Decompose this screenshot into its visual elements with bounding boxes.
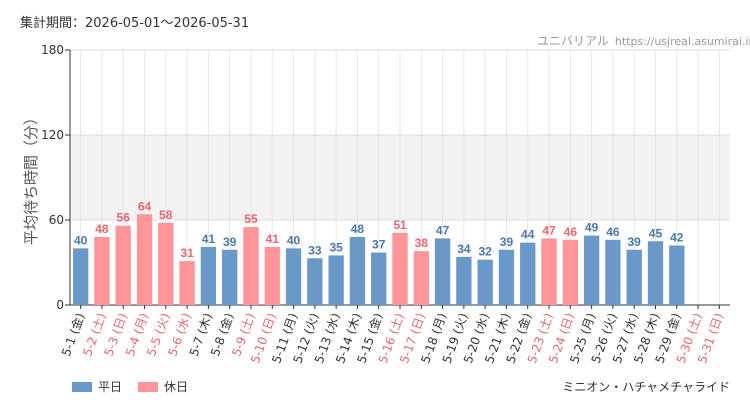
bar-value-label: 39 [628, 235, 642, 249]
bar [392, 232, 408, 305]
bar-value-label: 46 [564, 225, 578, 239]
bar [285, 248, 302, 305]
legend-swatch-holiday [138, 381, 159, 392]
bar [264, 246, 280, 305]
bar [349, 237, 366, 305]
bar [477, 259, 493, 305]
bar-value-label: 42 [670, 231, 684, 245]
bar [456, 256, 472, 305]
bar [583, 235, 600, 305]
bar [179, 261, 195, 305]
bar [328, 255, 344, 305]
bar-value-label: 47 [542, 223, 556, 237]
bar-value-label: 35 [329, 240, 343, 254]
bar [669, 245, 685, 305]
bar-value-label: 34 [457, 242, 471, 256]
bar-value-label: 47 [436, 223, 450, 237]
bar-value-label: 38 [415, 236, 429, 250]
bar-value-label: 39 [223, 235, 237, 249]
legend-label-holiday: 休日 [164, 380, 189, 394]
bar [605, 239, 621, 305]
bar [136, 214, 153, 305]
site-url[interactable]: https://usjreal.asumirai.info [614, 35, 750, 48]
bar [520, 242, 536, 305]
bar [498, 249, 515, 305]
legend-item-holiday: 休日 [138, 378, 188, 395]
bar-value-label: 45 [649, 226, 663, 240]
bar-value-label: 58 [159, 208, 173, 222]
bar-value-label: 41 [202, 232, 216, 246]
y-tick-label: 0 [56, 298, 64, 312]
y-tick-label: 120 [41, 128, 64, 142]
bar [307, 258, 323, 305]
bar-value-label: 40 [287, 233, 301, 247]
bar-value-label: 48 [351, 222, 365, 236]
bar-value-label: 33 [308, 243, 322, 257]
bar-value-label: 46 [606, 225, 620, 239]
bar-value-label: 37 [372, 238, 386, 252]
bar [626, 249, 642, 305]
bar-value-label: 44 [521, 228, 535, 242]
site-brand[interactable]: ユニバリアル https://usjreal.asumirai.info [537, 32, 750, 49]
bar [562, 239, 578, 305]
y-tick-label: 180 [41, 43, 64, 57]
y-axis-title: 平均待ち時間（分） [22, 110, 40, 245]
bar-value-label: 32 [478, 245, 492, 259]
bar-value-label: 41 [266, 232, 280, 246]
attraction-name: ミニオン・ハチャメチャライド [562, 380, 730, 394]
bar [158, 222, 174, 305]
bar-value-label: 55 [244, 212, 258, 226]
bar [200, 246, 217, 305]
bar [115, 225, 131, 305]
bar-value-label: 49 [585, 221, 599, 235]
bar [434, 238, 451, 305]
legend-label-weekday: 平日 [98, 380, 123, 394]
bar-value-label: 51 [393, 218, 407, 232]
bar-value-label: 48 [95, 222, 109, 236]
bar-value-label: 31 [180, 246, 194, 260]
bar [243, 227, 259, 305]
bar [222, 249, 238, 305]
bar [413, 251, 429, 305]
y-tick-label: 60 [49, 213, 64, 227]
bar-value-label: 40 [74, 233, 88, 247]
bar-value-label: 56 [117, 211, 131, 225]
period-label: 集計期間：2026-05-01～2026-05-31 [20, 16, 250, 31]
site-name: ユニバリアル [537, 34, 609, 48]
bar [94, 237, 110, 305]
bar [72, 248, 89, 305]
bar [371, 252, 387, 305]
chart-legend: 平日 休日 [72, 378, 204, 395]
bar [647, 241, 664, 305]
legend-item-weekday: 平日 [72, 378, 122, 395]
legend-swatch-weekday [72, 381, 92, 392]
bar-value-label: 39 [500, 235, 514, 249]
bar [541, 238, 557, 305]
bar-value-label: 64 [138, 199, 152, 213]
